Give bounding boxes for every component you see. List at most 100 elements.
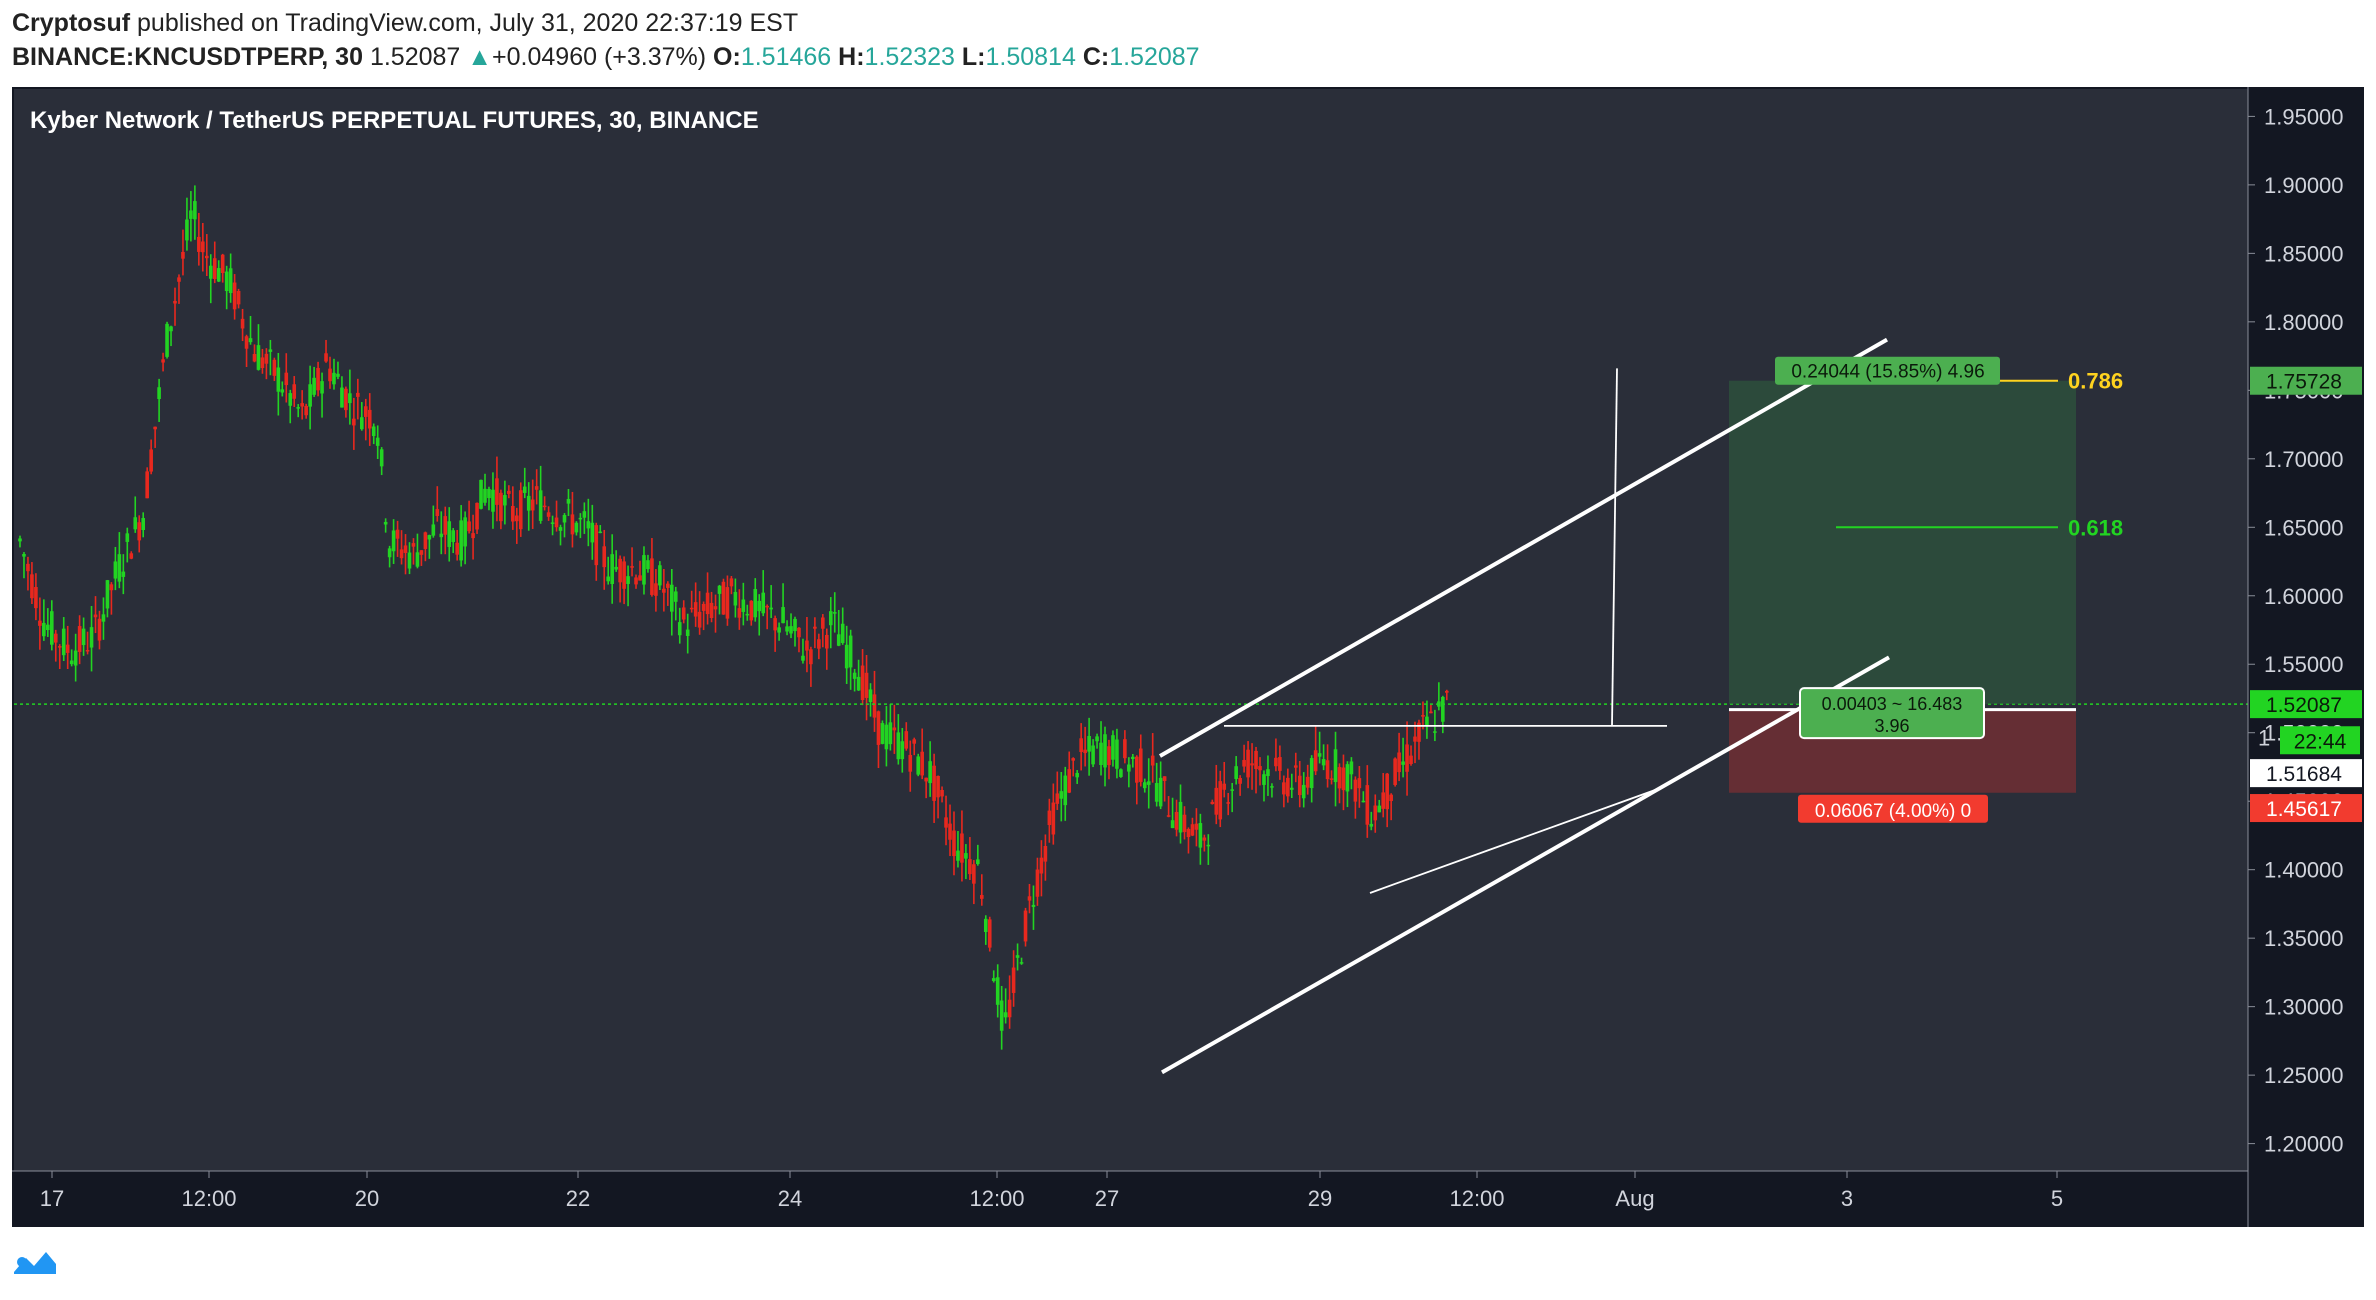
x-tick-label: 20 [355,1186,379,1211]
candle-body [129,553,134,559]
candle-body [507,490,511,494]
candle-body [1138,748,1143,782]
y-tick-label: 1.35000 [2264,926,2344,951]
candle-body [375,437,380,446]
ohlc-line: BINANCE:KNCUSDTPERP, 30 1.52087 ▲+0.0496… [12,40,1200,74]
candle-body [1242,759,1246,767]
candle-body [169,326,173,332]
candle-body [574,522,579,533]
candle-body [1234,766,1238,779]
low-value: 1.50814 [985,43,1076,71]
low-label: L: [961,43,986,71]
up-arrow-icon: ▲ [467,43,493,71]
candle-body [1103,734,1107,768]
author-name[interactable]: Cryptosuf [12,9,131,37]
lower-channel-line[interactable] [1161,655,1890,1075]
candle-body [828,611,833,626]
candle-body [1031,904,1036,907]
candle-body [908,754,913,772]
candle-body [741,599,746,612]
candle-body [709,602,714,619]
candle-body [598,531,603,534]
candle-body [638,575,642,581]
candle-body [284,372,289,386]
candle-body [880,723,885,744]
candle-body [1333,749,1338,783]
candle-body [1317,753,1322,757]
candle-body [471,533,475,539]
candle-body [809,649,813,665]
candle-body [1182,814,1187,833]
candle-body [550,522,555,524]
candle-body [260,357,265,369]
candle-body [97,618,102,641]
high-label: H: [838,43,865,71]
candle-body [1246,749,1250,778]
candle-body [1174,811,1179,830]
candle-body [1262,774,1266,785]
candle-body [836,634,841,646]
tradingview-brand[interactable]: TradingView [68,1248,217,1278]
candle-body [348,393,352,404]
price-chart[interactable]: Kyber Network / TetherUS PERPETUAL FUTUR… [12,87,2364,1227]
candle-body [594,525,599,566]
x-tick-label: 24 [778,1186,802,1211]
price-axis[interactable]: 1.950001.900001.850001.800001.750001.700… [2247,87,2344,1227]
candle-body [18,538,22,542]
candle-body [856,676,861,691]
candle-body [749,600,754,621]
candle-body [1218,781,1223,820]
candle-body [292,384,297,399]
candle-body [1393,758,1397,785]
candle-body [359,417,364,430]
candle-body [479,479,483,509]
candle-body [1043,845,1048,862]
candle-body [705,592,710,615]
price-badge-stop: 1.45617 [2266,798,2342,821]
chart-frame[interactable]: Kyber Network / TetherUS PERPETUAL FUTUR… [12,87,2364,1227]
price-badge-target: 1.75728 [2266,371,2342,394]
support-trendline[interactable] [1369,786,1663,894]
candle-body [439,533,444,538]
candle-body [141,518,146,531]
candle-body [757,600,762,612]
candle-body [940,789,944,797]
candle-body [793,618,797,632]
candle-body [721,581,726,615]
candle-body [224,271,229,292]
midpoint-label-box [1799,687,1985,740]
target-zone[interactable] [1729,380,2076,705]
x-tick-label: 3 [1841,1186,1853,1211]
candle-body [713,606,718,610]
tradingview-logo-icon[interactable] [12,1248,58,1278]
candle-body [753,589,758,618]
candle-body [415,552,420,567]
candle-body [435,509,440,516]
candle-body [204,255,209,259]
candle-body [968,859,972,875]
candle-body [1119,769,1123,777]
candle-body [407,552,412,569]
pole-line[interactable] [1611,368,1618,726]
candle-body [773,618,777,631]
candle-body [983,918,988,932]
candle-body [49,611,54,645]
candle-body [1425,716,1429,726]
x-tick-label: 12:00 [181,1186,236,1211]
publish-line: Cryptosuf published on TradingView.com, … [12,6,1200,40]
candle-body [1433,731,1437,733]
candle-body [1301,784,1306,799]
candle-body [1075,772,1079,778]
candle-body [324,353,328,362]
candle-body [546,512,551,517]
candle-body [1007,999,1012,1018]
candle-body [109,584,114,591]
upper-channel-line[interactable] [1159,337,1888,758]
candle-body [467,521,471,532]
candle-body [821,617,825,629]
candle-body [228,268,233,294]
time-axis[interactable]: 17 12:00 20 22 24 12:00 27 29 12:00 Aug 3 5 [12,1170,2248,1211]
candle-body [995,977,1000,1005]
candle-body [725,587,730,619]
candle-body [272,359,277,376]
